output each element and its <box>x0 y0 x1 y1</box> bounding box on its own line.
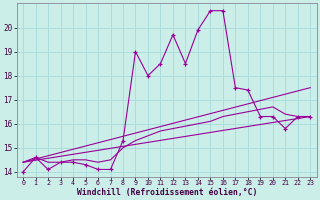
X-axis label: Windchill (Refroidissement éolien,°C): Windchill (Refroidissement éolien,°C) <box>76 188 257 197</box>
